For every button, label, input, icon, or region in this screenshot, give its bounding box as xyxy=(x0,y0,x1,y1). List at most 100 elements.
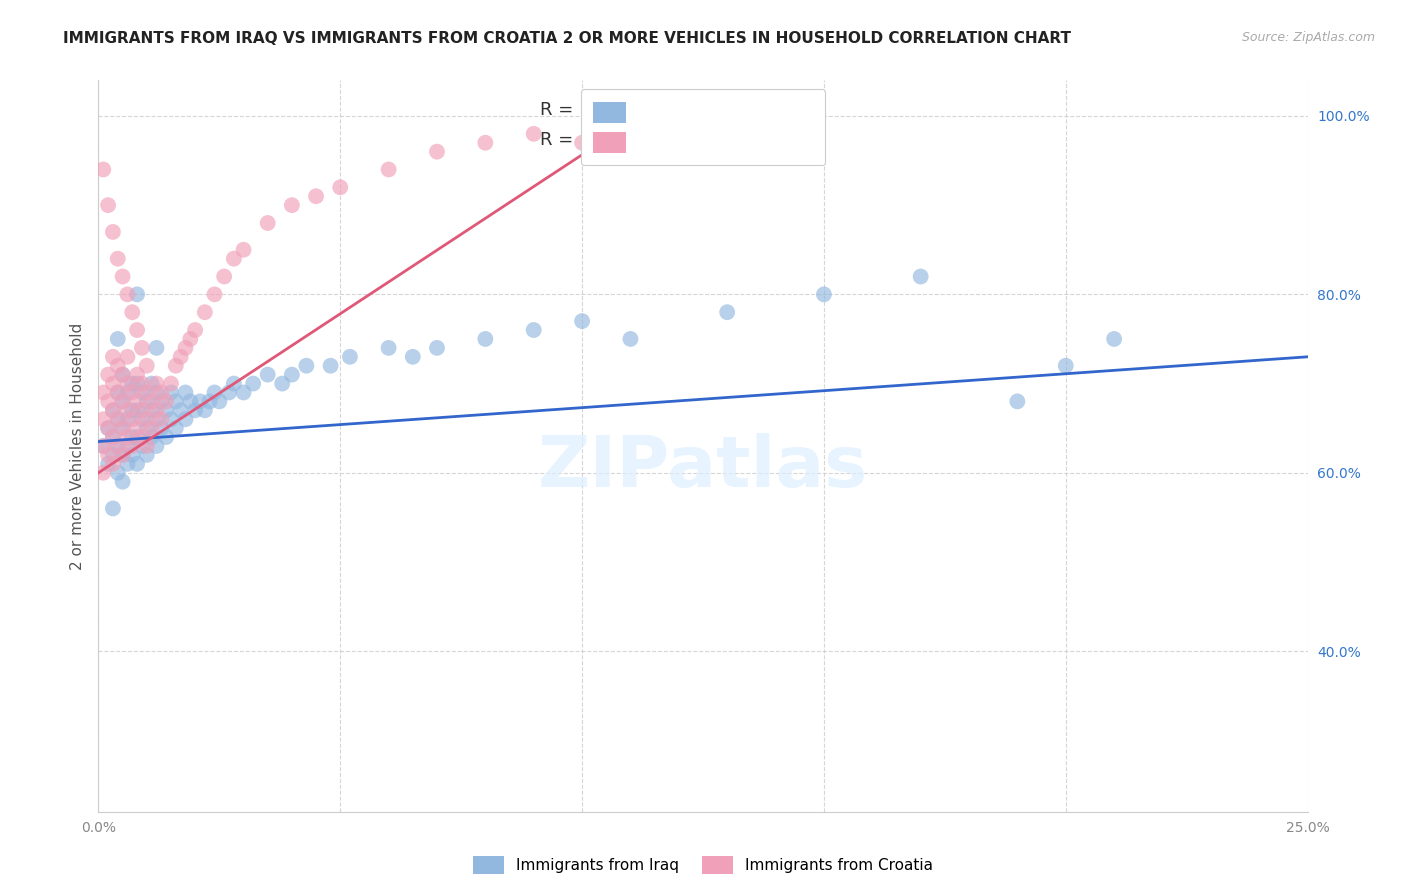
Y-axis label: 2 or more Vehicles in Household: 2 or more Vehicles in Household xyxy=(69,322,84,570)
Point xyxy=(97,421,120,435)
Point xyxy=(910,269,932,284)
Point xyxy=(101,403,124,417)
Point xyxy=(107,466,129,480)
Point xyxy=(117,430,139,444)
Text: N =: N = xyxy=(647,131,697,149)
Point xyxy=(127,394,149,409)
Point xyxy=(174,385,197,400)
Point xyxy=(160,376,183,391)
Point xyxy=(145,412,167,426)
Point xyxy=(165,359,187,373)
Legend:                               ,                               : , xyxy=(581,89,825,165)
Point xyxy=(135,448,157,462)
Point xyxy=(117,385,139,400)
Point xyxy=(150,421,173,435)
Point xyxy=(107,439,129,453)
Point xyxy=(91,385,114,400)
Point xyxy=(174,341,197,355)
Point xyxy=(97,198,120,212)
Point xyxy=(127,323,149,337)
Text: 84: 84 xyxy=(693,101,718,119)
Point xyxy=(179,394,201,409)
Point xyxy=(111,448,134,462)
Point xyxy=(117,457,139,471)
Point xyxy=(121,403,143,417)
Point xyxy=(117,403,139,417)
Point xyxy=(121,376,143,391)
Point xyxy=(184,403,207,417)
Point xyxy=(145,376,167,391)
Point xyxy=(212,269,235,284)
Point xyxy=(127,368,149,382)
Point xyxy=(111,394,134,409)
Point xyxy=(121,412,143,426)
Point xyxy=(474,136,496,150)
Point xyxy=(377,341,399,355)
Point xyxy=(256,216,278,230)
Point xyxy=(155,394,177,409)
Text: Source: ZipAtlas.com: Source: ZipAtlas.com xyxy=(1241,31,1375,45)
Point xyxy=(127,421,149,435)
Point xyxy=(242,376,264,391)
Point xyxy=(121,430,143,444)
Point xyxy=(179,332,201,346)
Point xyxy=(111,448,134,462)
Point xyxy=(523,323,546,337)
Point xyxy=(131,385,153,400)
Point xyxy=(97,421,120,435)
Point xyxy=(107,412,129,426)
Point xyxy=(198,394,221,409)
Point xyxy=(256,368,278,382)
Point xyxy=(135,421,157,435)
Point xyxy=(97,457,120,471)
Point xyxy=(160,412,183,426)
Point xyxy=(150,385,173,400)
Point xyxy=(271,376,294,391)
Text: IMMIGRANTS FROM IRAQ VS IMMIGRANTS FROM CROATIA 2 OR MORE VEHICLES IN HOUSEHOLD : IMMIGRANTS FROM IRAQ VS IMMIGRANTS FROM … xyxy=(63,31,1071,46)
Point xyxy=(339,350,361,364)
Point xyxy=(135,412,157,426)
Point xyxy=(145,341,167,355)
Point xyxy=(1054,359,1077,373)
Point xyxy=(716,305,738,319)
Point xyxy=(281,368,304,382)
Point xyxy=(111,368,134,382)
Point xyxy=(1102,332,1125,346)
Point xyxy=(141,394,163,409)
Point xyxy=(107,439,129,453)
Point xyxy=(107,359,129,373)
Point xyxy=(329,180,352,194)
Point xyxy=(111,475,134,489)
Point xyxy=(121,385,143,400)
Point xyxy=(165,421,187,435)
Point xyxy=(145,403,167,417)
Point xyxy=(188,394,211,409)
Point xyxy=(91,466,114,480)
Point xyxy=(107,385,129,400)
Point xyxy=(127,376,149,391)
Point xyxy=(222,252,245,266)
Point xyxy=(101,430,124,444)
Point xyxy=(165,394,187,409)
Point xyxy=(218,385,240,400)
Point xyxy=(619,145,641,159)
Point xyxy=(174,412,197,426)
Point xyxy=(141,376,163,391)
Point xyxy=(131,430,153,444)
Point xyxy=(169,403,191,417)
Point xyxy=(571,314,593,328)
Point xyxy=(111,421,134,435)
Point xyxy=(150,412,173,426)
Point xyxy=(135,385,157,400)
Point xyxy=(97,394,120,409)
Point xyxy=(155,430,177,444)
Point xyxy=(127,457,149,471)
Point xyxy=(813,287,835,301)
Point xyxy=(131,439,153,453)
Point xyxy=(141,430,163,444)
Point xyxy=(281,198,304,212)
Point xyxy=(145,385,167,400)
Point xyxy=(1007,394,1029,409)
Point xyxy=(101,403,124,417)
Point xyxy=(204,287,226,301)
